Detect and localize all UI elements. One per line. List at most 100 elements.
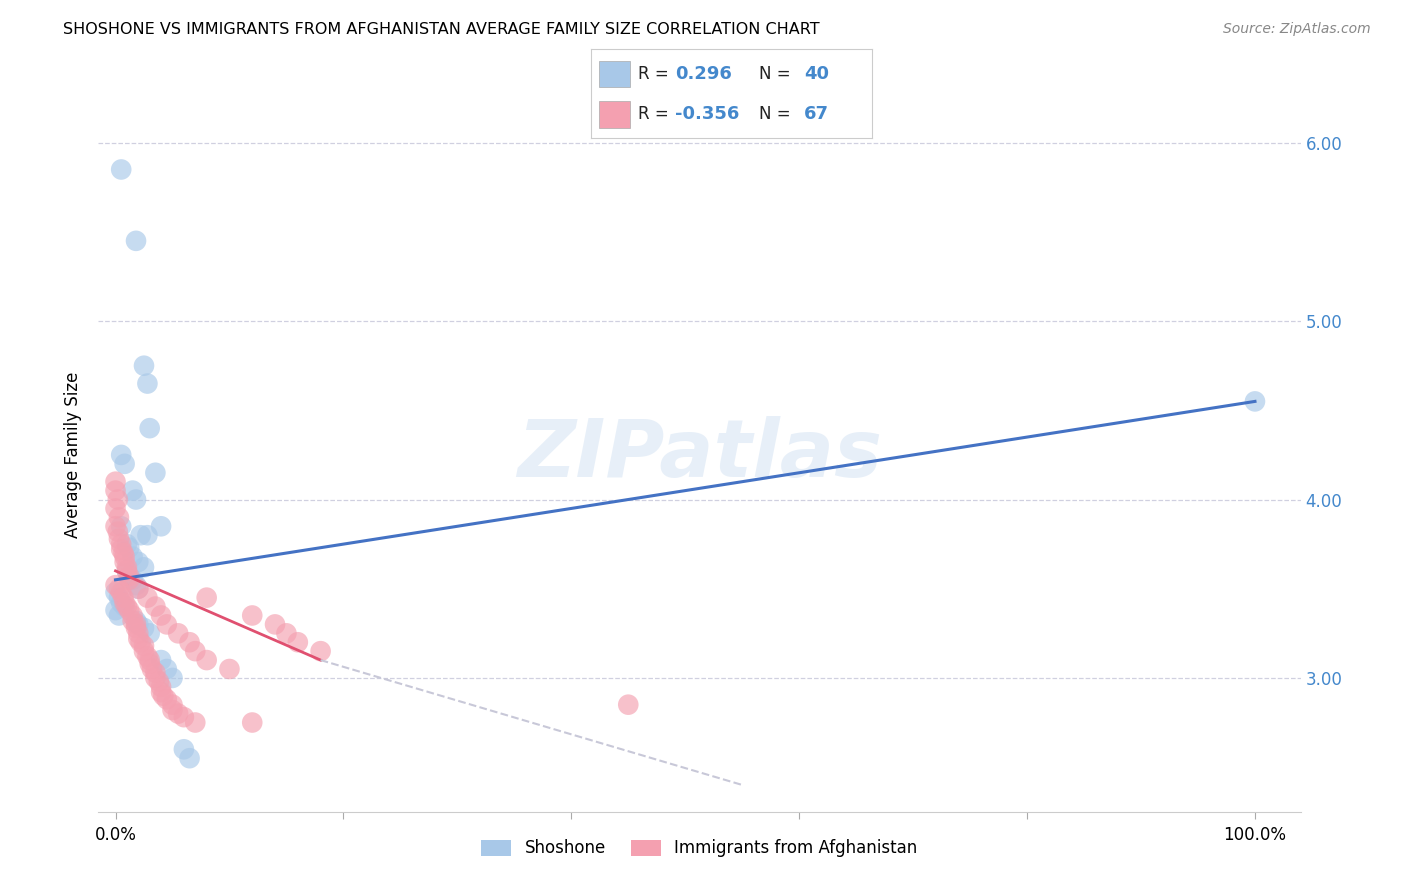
Point bbox=[104, 585, 127, 599]
Point bbox=[167, 706, 190, 721]
Point bbox=[125, 492, 148, 507]
Point bbox=[138, 653, 160, 667]
Point bbox=[240, 715, 263, 730]
Point bbox=[112, 546, 135, 560]
Point bbox=[136, 591, 159, 605]
Point bbox=[114, 555, 136, 569]
Point bbox=[104, 519, 127, 533]
Point bbox=[127, 632, 149, 646]
Point bbox=[1244, 394, 1267, 409]
Point bbox=[110, 519, 132, 533]
Point bbox=[108, 608, 131, 623]
Point bbox=[127, 582, 149, 596]
Point bbox=[138, 657, 160, 671]
Point bbox=[150, 680, 173, 694]
Point bbox=[110, 537, 132, 551]
Point bbox=[127, 555, 149, 569]
Point bbox=[110, 596, 132, 610]
Point bbox=[110, 585, 132, 599]
Point bbox=[240, 608, 263, 623]
Point bbox=[104, 475, 127, 489]
Text: R =: R = bbox=[638, 65, 675, 83]
Text: SHOSHONE VS IMMIGRANTS FROM AFGHANISTAN AVERAGE FAMILY SIZE CORRELATION CHART: SHOSHONE VS IMMIGRANTS FROM AFGHANISTAN … bbox=[63, 22, 820, 37]
Point bbox=[156, 617, 179, 632]
Point bbox=[184, 715, 207, 730]
Point bbox=[150, 519, 173, 533]
Point bbox=[112, 591, 135, 605]
Point bbox=[115, 560, 138, 574]
Point bbox=[162, 671, 184, 685]
Point bbox=[127, 626, 149, 640]
Text: R =: R = bbox=[638, 105, 675, 123]
Point bbox=[121, 614, 143, 628]
Point bbox=[145, 671, 167, 685]
Point bbox=[195, 591, 218, 605]
Point bbox=[118, 569, 141, 583]
Point bbox=[107, 492, 129, 507]
Point bbox=[132, 621, 155, 635]
Point bbox=[179, 635, 201, 649]
Point bbox=[121, 608, 143, 623]
Point bbox=[125, 621, 148, 635]
Point bbox=[125, 234, 148, 248]
Point bbox=[145, 466, 167, 480]
Point bbox=[118, 603, 141, 617]
Point bbox=[150, 653, 173, 667]
Text: N =: N = bbox=[759, 65, 796, 83]
Point bbox=[115, 564, 138, 578]
Point bbox=[617, 698, 640, 712]
Point bbox=[287, 635, 309, 649]
Point bbox=[264, 617, 287, 632]
Point bbox=[108, 591, 131, 605]
Point bbox=[108, 510, 131, 524]
Point bbox=[125, 614, 148, 628]
Point bbox=[138, 626, 160, 640]
Text: 40: 40 bbox=[804, 65, 830, 83]
Point bbox=[145, 665, 167, 680]
Point bbox=[150, 685, 173, 699]
Legend: Shoshone, Immigrants from Afghanistan: Shoshone, Immigrants from Afghanistan bbox=[475, 833, 924, 864]
Point bbox=[104, 603, 127, 617]
Point bbox=[145, 599, 167, 614]
Point bbox=[195, 653, 218, 667]
Point bbox=[107, 524, 129, 539]
Point bbox=[132, 644, 155, 658]
Point bbox=[108, 582, 131, 596]
Point bbox=[141, 662, 163, 676]
Point bbox=[114, 599, 136, 614]
Point bbox=[127, 582, 149, 596]
Point bbox=[276, 626, 298, 640]
Point bbox=[132, 639, 155, 653]
Point bbox=[150, 608, 173, 623]
Point bbox=[156, 692, 179, 706]
Point bbox=[125, 578, 148, 592]
Point bbox=[114, 457, 136, 471]
Text: N =: N = bbox=[759, 105, 796, 123]
Point bbox=[136, 376, 159, 391]
Point bbox=[132, 560, 155, 574]
Bar bbox=[599, 101, 630, 128]
Point bbox=[218, 662, 240, 676]
Bar bbox=[599, 61, 630, 87]
Point bbox=[110, 542, 132, 557]
Point bbox=[167, 626, 190, 640]
Point bbox=[118, 541, 141, 555]
Text: 0.296: 0.296 bbox=[675, 65, 731, 83]
Point bbox=[104, 501, 127, 516]
Point bbox=[115, 564, 138, 578]
Point bbox=[118, 569, 141, 583]
Point bbox=[129, 528, 152, 542]
Point bbox=[110, 448, 132, 462]
Point bbox=[129, 635, 152, 649]
Point bbox=[115, 537, 138, 551]
Point bbox=[104, 483, 127, 498]
Point bbox=[156, 662, 179, 676]
Point bbox=[173, 742, 195, 756]
Text: 0.0%: 0.0% bbox=[94, 826, 136, 844]
Point bbox=[173, 710, 195, 724]
Point bbox=[125, 617, 148, 632]
Point bbox=[179, 751, 201, 765]
Text: Source: ZipAtlas.com: Source: ZipAtlas.com bbox=[1223, 22, 1371, 37]
Point bbox=[115, 599, 138, 614]
Point bbox=[148, 674, 170, 689]
